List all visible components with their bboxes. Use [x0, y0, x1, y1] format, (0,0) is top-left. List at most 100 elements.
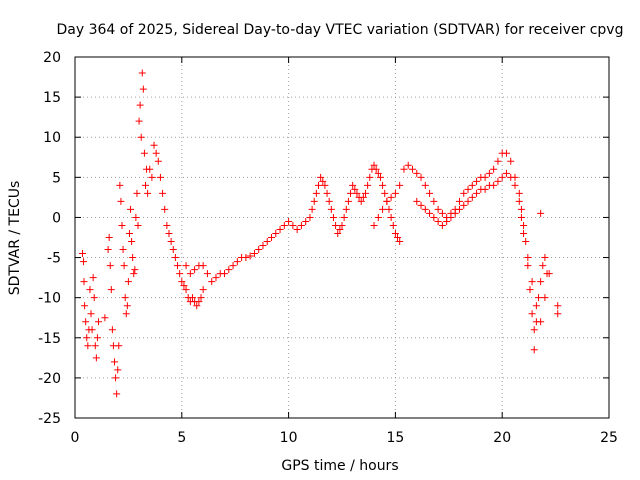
- data-point: [111, 358, 119, 366]
- data-point: [468, 193, 476, 201]
- data-point: [87, 310, 95, 318]
- data-point: [91, 342, 99, 350]
- x-tick-label: 10: [280, 430, 298, 446]
- data-point: [131, 266, 139, 274]
- data-point: [351, 185, 359, 193]
- data-point: [502, 149, 510, 157]
- data-point: [225, 266, 233, 274]
- data-point: [136, 101, 144, 109]
- data-point: [297, 221, 305, 229]
- data-point: [176, 270, 184, 278]
- y-tick-label: -5: [47, 251, 61, 267]
- data-point: [144, 189, 152, 197]
- data-point: [107, 286, 115, 294]
- data-point: [498, 173, 506, 181]
- data-point: [293, 225, 301, 233]
- data-point: [430, 213, 438, 221]
- x-tick-label: 5: [177, 430, 186, 446]
- data-point: [146, 165, 154, 173]
- data-point: [105, 234, 113, 241]
- data-point: [541, 294, 549, 302]
- data-point: [329, 213, 337, 221]
- data-point: [325, 197, 333, 205]
- y-tick-label: 20: [43, 50, 61, 66]
- data-point: [80, 258, 88, 266]
- data-point: [517, 205, 525, 213]
- data-point: [161, 205, 169, 213]
- data-point: [438, 221, 446, 229]
- data-point: [92, 354, 100, 362]
- data-point: [344, 197, 352, 205]
- data-point: [535, 294, 543, 302]
- data-point: [526, 286, 534, 294]
- data-point: [312, 189, 320, 197]
- data-point: [154, 157, 162, 165]
- data-point: [451, 209, 459, 217]
- data-point: [387, 193, 395, 201]
- data-point: [517, 213, 525, 221]
- data-point: [255, 246, 263, 254]
- data-point: [123, 302, 131, 310]
- data-point: [460, 189, 468, 197]
- data-point: [494, 157, 502, 165]
- data-point: [120, 262, 128, 270]
- data-point: [148, 173, 156, 181]
- data-point: [118, 221, 126, 229]
- data-point: [150, 141, 158, 149]
- data-point: [507, 157, 515, 165]
- data-point: [372, 165, 380, 173]
- data-point: [391, 229, 399, 237]
- data-point: [127, 205, 135, 213]
- data-point: [80, 278, 88, 286]
- data-point: [520, 229, 528, 237]
- data-point: [134, 221, 142, 229]
- data-point: [396, 181, 404, 189]
- data-point: [394, 234, 402, 241]
- data-point: [391, 189, 399, 197]
- data-point: [212, 274, 220, 282]
- data-point: [101, 314, 109, 322]
- data-point: [108, 326, 116, 334]
- data-point: [537, 278, 545, 286]
- data-point: [408, 165, 416, 173]
- data-point: [106, 262, 114, 270]
- data-point: [302, 217, 310, 225]
- plot-frame: [74, 56, 610, 419]
- data-points: [78, 69, 562, 398]
- data-point: [139, 85, 147, 93]
- data-point: [413, 197, 421, 205]
- data-point: [124, 278, 132, 286]
- data-point: [530, 326, 538, 334]
- data-point: [84, 342, 92, 350]
- data-point: [340, 213, 348, 221]
- data-point: [434, 205, 442, 213]
- data-point: [370, 161, 378, 169]
- data-point: [174, 262, 182, 270]
- data-point: [138, 69, 146, 77]
- data-point: [152, 149, 160, 157]
- data-point: [342, 205, 350, 213]
- x-tick-label: 25: [600, 430, 618, 446]
- data-point: [310, 197, 318, 205]
- data-point: [349, 181, 357, 189]
- x-axis-label: GPS time / hours: [281, 458, 398, 474]
- data-point: [104, 246, 112, 254]
- data-point: [464, 185, 472, 193]
- data-point: [522, 238, 530, 246]
- data-point: [515, 197, 523, 205]
- data-point: [447, 213, 455, 221]
- data-point: [199, 286, 207, 294]
- y-tick-label: 15: [43, 90, 61, 106]
- data-point: [389, 221, 397, 229]
- data-point: [421, 181, 429, 189]
- data-point: [116, 181, 124, 189]
- data-point: [308, 205, 316, 213]
- data-point: [182, 286, 190, 294]
- data-point: [197, 294, 205, 302]
- data-point: [221, 270, 229, 278]
- data-point: [140, 149, 148, 157]
- axis-ticks: [74, 56, 610, 419]
- data-point: [321, 181, 329, 189]
- data-point: [195, 298, 203, 306]
